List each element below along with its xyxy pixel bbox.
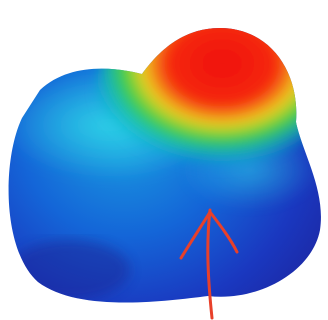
surface-shadow [10, 240, 130, 300]
surface-render [0, 0, 328, 320]
page [0, 0, 328, 320]
molecule-surface [0, 0, 328, 320]
